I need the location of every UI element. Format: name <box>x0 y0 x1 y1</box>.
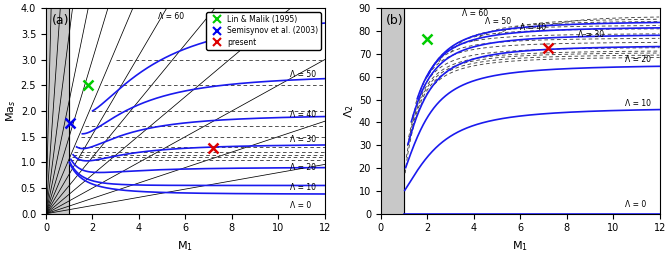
Text: Λ = 30: Λ = 30 <box>578 30 604 39</box>
X-axis label: M$_1$: M$_1$ <box>178 239 194 253</box>
Text: Λ = 30: Λ = 30 <box>290 135 316 144</box>
Text: Λ = 50: Λ = 50 <box>485 17 511 26</box>
Text: Λ = 10: Λ = 10 <box>625 98 651 107</box>
Text: Λ = 60: Λ = 60 <box>157 12 184 21</box>
Text: Λ = 40: Λ = 40 <box>520 23 546 32</box>
Y-axis label: Ma$_s$: Ma$_s$ <box>4 100 18 122</box>
Y-axis label: Λ$_2$: Λ$_2$ <box>342 104 356 118</box>
Text: Λ = 10: Λ = 10 <box>290 183 316 192</box>
X-axis label: M$_1$: M$_1$ <box>513 239 528 253</box>
Text: Λ = 0: Λ = 0 <box>290 201 311 210</box>
Bar <box>46 8 69 214</box>
Legend: Lin & Malik (1995), Semisynov et al. (2003), present: Lin & Malik (1995), Semisynov et al. (20… <box>206 12 321 50</box>
Text: Λ = 50: Λ = 50 <box>290 70 316 79</box>
Bar <box>381 8 404 214</box>
Text: Λ = 0: Λ = 0 <box>625 200 646 209</box>
Text: Λ = 40: Λ = 40 <box>290 110 316 119</box>
Text: (b): (b) <box>387 14 404 27</box>
Text: Λ = 20: Λ = 20 <box>625 55 651 64</box>
Text: (a): (a) <box>52 14 69 27</box>
Text: Λ = 20: Λ = 20 <box>290 163 316 172</box>
Text: Λ = 60: Λ = 60 <box>462 10 488 19</box>
